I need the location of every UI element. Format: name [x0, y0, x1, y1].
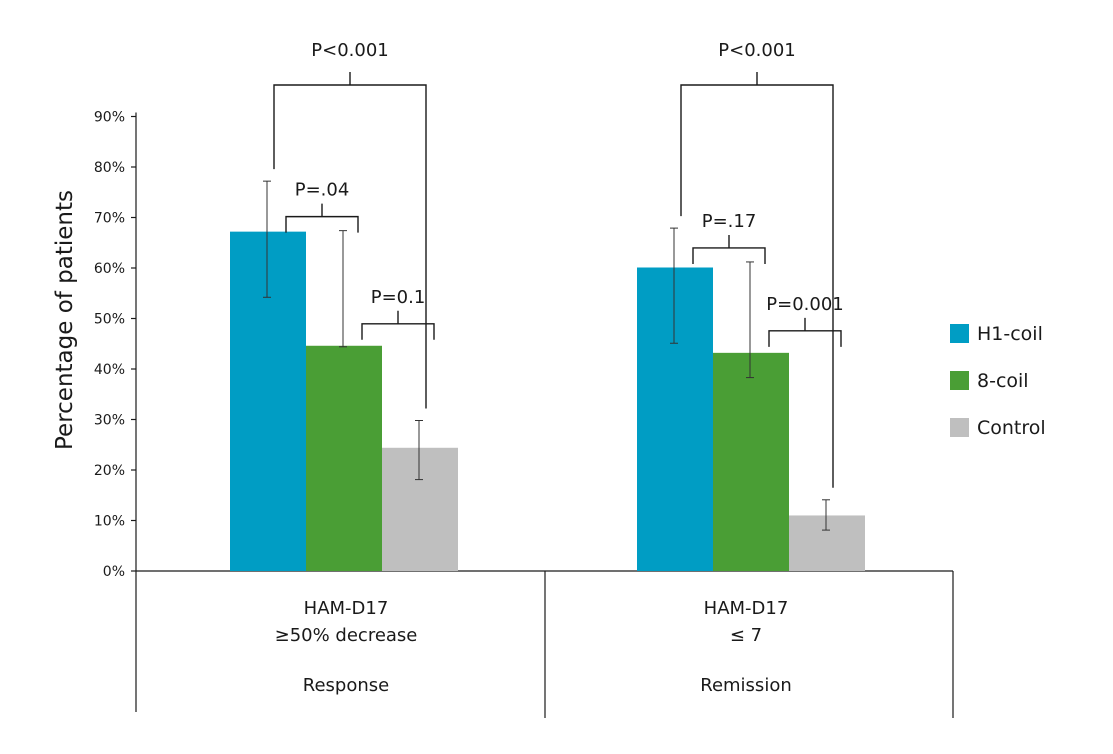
- significance-bracket: [680, 72, 834, 488]
- y-tick-label: 70%: [94, 211, 125, 227]
- p-value-label: P=0.1: [371, 287, 426, 308]
- y-tick-label: 0%: [103, 564, 125, 580]
- bar-h1-coil: [637, 267, 713, 571]
- p-value-label: P=0.001: [766, 294, 843, 315]
- legend-swatch: [950, 371, 969, 390]
- category-outcome-label: Remission: [700, 675, 792, 696]
- legend: H1-coil 8-coil Control: [950, 323, 1046, 439]
- p-value-label: P<0.001: [718, 40, 795, 61]
- bar-8-coil: [713, 352, 789, 571]
- legend-label: 8-coil: [977, 370, 1029, 392]
- y-axis-title: Percentage of patients: [52, 190, 78, 450]
- bar-8-coil: [306, 345, 382, 571]
- bar-h1-coil: [230, 231, 306, 571]
- y-tick-label: 50%: [94, 312, 125, 328]
- category-measure-label: HAM-D17: [304, 598, 389, 619]
- bar-control: [382, 447, 458, 571]
- category-outcome-label: Response: [303, 675, 389, 696]
- significance-bracket: [692, 234, 766, 264]
- error-bars: [263, 180, 830, 531]
- y-tick-label: 30%: [94, 413, 125, 429]
- legend-swatch: [950, 324, 969, 343]
- axes: 0% 10% 20% 30% 40% 50% 60% 70% 80% 90%: [94, 110, 954, 718]
- y-tick-label: 60%: [94, 261, 125, 277]
- legend-swatch: [950, 418, 969, 437]
- category-threshold-label: ≤ 7: [730, 625, 762, 646]
- p-value-label: P<0.001: [311, 40, 388, 61]
- category-threshold-label: ≥50% decrease: [275, 625, 418, 646]
- p-value-label: P=.17: [702, 211, 757, 232]
- bar-control: [789, 515, 865, 571]
- significance-bracket: [273, 72, 427, 409]
- category-measure-label: HAM-D17: [704, 598, 789, 619]
- y-tick-label: 20%: [94, 463, 125, 479]
- y-tick-label: 80%: [94, 160, 125, 176]
- bars: [230, 231, 865, 571]
- y-tick-label: 90%: [94, 110, 125, 126]
- significance-brackets: P<0.001 P=.04 P=0.1 P<0.001 P=.17 P=0.001: [273, 40, 844, 488]
- significance-bracket: [285, 203, 359, 233]
- y-tick-label: 10%: [94, 514, 125, 530]
- legend-label: H1-coil: [977, 323, 1043, 345]
- p-value-label: P=.04: [295, 180, 350, 201]
- significance-bracket: [768, 317, 842, 347]
- legend-label: Control: [977, 417, 1046, 439]
- category-labels: HAM-D17 ≥50% decrease Response HAM-D17 ≤ 7 Re…: [275, 598, 792, 696]
- significance-bracket: [361, 310, 435, 340]
- y-tick-label: 40%: [94, 362, 125, 378]
